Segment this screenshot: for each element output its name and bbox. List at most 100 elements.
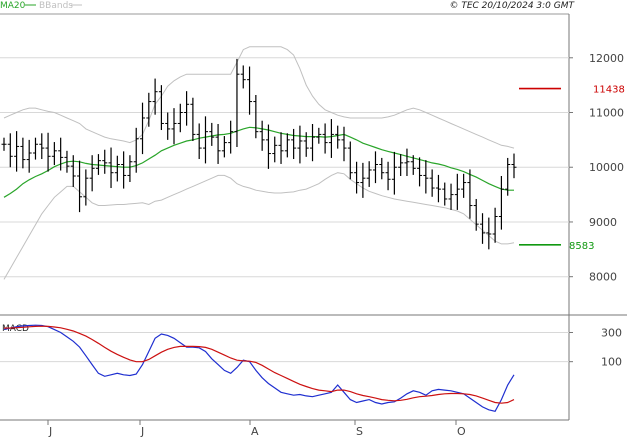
price-bar: [341, 126, 347, 162]
price-bar: [165, 112, 171, 140]
price-bar: [366, 161, 372, 187]
price-grid: [0, 57, 569, 278]
price-bar: [234, 58, 240, 147]
bbands-legend-label: BBands: [39, 1, 73, 11]
x-month-label: J: [140, 425, 144, 438]
price-bar: [310, 124, 316, 162]
macd-lines: [3, 324, 515, 412]
macd-panel-label: MACD: [2, 324, 29, 334]
macd-grid: [0, 332, 569, 363]
price-bar: [372, 151, 378, 184]
price-bar: [429, 169, 435, 197]
price-bar: [423, 160, 429, 194]
price-bar: [64, 150, 70, 173]
price-bar: [215, 124, 221, 164]
price-bar: [45, 132, 51, 172]
price-bar: [114, 155, 120, 182]
price-bar: [347, 141, 353, 180]
price-bar: [190, 97, 196, 141]
price-bar: [322, 123, 328, 154]
price-bar: [89, 155, 95, 192]
price-bar: [265, 124, 271, 169]
price-bar: [391, 151, 397, 195]
price-bar: [492, 207, 498, 243]
price-bar: [26, 139, 32, 173]
price-bar: [303, 132, 309, 157]
price-bar: [278, 132, 284, 164]
price-bar: [152, 78, 158, 115]
price-bar: [58, 137, 64, 171]
price-bar: [486, 217, 492, 250]
price-bar: [259, 120, 265, 151]
price-bar: [448, 183, 454, 210]
price-bar: [461, 173, 467, 198]
price-bar: [398, 154, 404, 176]
price-bar: [20, 137, 26, 169]
price-bar: [83, 169, 89, 206]
price-bar: [32, 137, 38, 160]
price-bar: [328, 119, 334, 158]
price-bar: [297, 125, 303, 164]
ma20-path: [3, 126, 514, 198]
price-bar: [1, 137, 7, 151]
price-bar: [498, 175, 504, 230]
price-bar: [14, 131, 20, 172]
x-month-label: S: [356, 425, 363, 438]
price-bar: [360, 162, 366, 198]
price-bar: [221, 136, 227, 158]
price-annotations: 11438 8583: [519, 85, 625, 252]
bband-upper-line: [3, 46, 515, 149]
price-bar: [404, 148, 410, 176]
price-bar: [184, 91, 190, 126]
price-bar: [133, 127, 139, 173]
price-bar: [146, 92, 152, 127]
price-bars: [1, 58, 517, 250]
price-bar: [102, 149, 108, 174]
price-y-tick-label: 10000: [589, 161, 624, 174]
price-bar: [177, 103, 183, 133]
price-y-tick-label: 12000: [589, 52, 624, 65]
price-bar: [291, 128, 297, 160]
price-bar: [511, 153, 517, 179]
price-bar: [51, 142, 57, 166]
price-bar: [140, 102, 146, 155]
price-bar: [473, 198, 479, 231]
price-bar: [253, 94, 259, 139]
price-bar: [505, 157, 511, 196]
copyright-timestamp: © TEC 20/10/2024 3:0 GMT: [449, 1, 575, 11]
price-bar: [70, 155, 76, 187]
price-bar: [417, 157, 423, 187]
macd-y-tick-label: 100: [601, 356, 622, 369]
price-bar: [454, 173, 460, 210]
price-bar: [95, 154, 101, 175]
price-bar: [272, 136, 278, 163]
ma20-line: [3, 126, 514, 198]
price-bar: [121, 151, 127, 189]
price-bar: [171, 108, 177, 145]
macd-y-axis-ticks: 300 100: [569, 327, 622, 369]
price-bar: [127, 155, 133, 183]
bband-lower-line: [3, 172, 515, 280]
price-bar: [480, 213, 486, 244]
price-bar: [335, 125, 341, 149]
price-bar: [108, 147, 114, 189]
price-bar: [435, 174, 441, 203]
price-bar: [158, 85, 164, 131]
x-month-label: O: [457, 425, 466, 438]
price-bar: [247, 66, 253, 115]
price-bar: [240, 65, 246, 89]
price-bar: [202, 116, 208, 164]
price-bar: [77, 160, 83, 213]
macd-line: [3, 324, 515, 412]
price-bar: [39, 133, 45, 160]
x-month-label: J: [48, 425, 52, 438]
price-y-tick-label: 11000: [589, 107, 624, 120]
price-bar: [7, 133, 13, 168]
price-bar: [379, 157, 385, 180]
price-bar: [284, 133, 290, 158]
price-bar: [196, 123, 202, 160]
price-bar: [209, 122, 215, 146]
resistance-label: 11438: [593, 85, 625, 96]
